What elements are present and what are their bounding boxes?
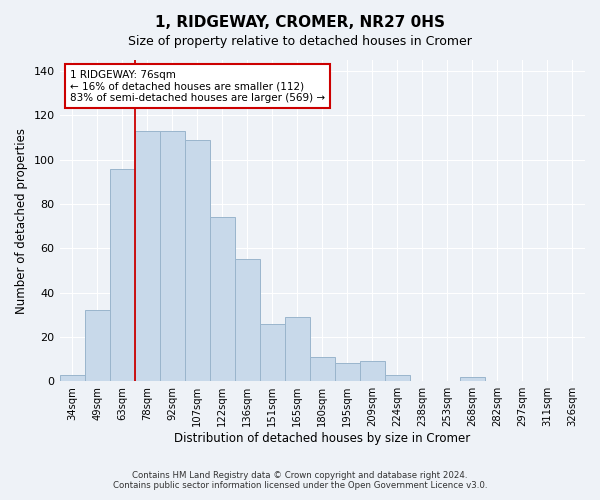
Bar — [460, 377, 485, 381]
Text: 1 RIDGEWAY: 76sqm
← 16% of detached houses are smaller (112)
83% of semi-detache: 1 RIDGEWAY: 76sqm ← 16% of detached hous… — [70, 70, 325, 103]
Bar — [59, 374, 85, 381]
Text: 1, RIDGEWAY, CROMER, NR27 0HS: 1, RIDGEWAY, CROMER, NR27 0HS — [155, 15, 445, 30]
Text: Contains HM Land Registry data © Crown copyright and database right 2024.
Contai: Contains HM Land Registry data © Crown c… — [113, 470, 487, 490]
Bar — [134, 131, 160, 381]
Bar — [360, 362, 385, 381]
Text: Size of property relative to detached houses in Cromer: Size of property relative to detached ho… — [128, 35, 472, 48]
Bar — [385, 374, 410, 381]
Bar — [285, 317, 310, 381]
Bar — [260, 324, 285, 381]
Bar — [185, 140, 209, 381]
Y-axis label: Number of detached properties: Number of detached properties — [15, 128, 28, 314]
Bar — [209, 218, 235, 381]
Bar — [335, 364, 360, 381]
Bar — [235, 260, 260, 381]
Bar — [160, 131, 185, 381]
Bar — [110, 168, 134, 381]
X-axis label: Distribution of detached houses by size in Cromer: Distribution of detached houses by size … — [174, 432, 470, 445]
Bar — [310, 357, 335, 381]
Bar — [85, 310, 110, 381]
